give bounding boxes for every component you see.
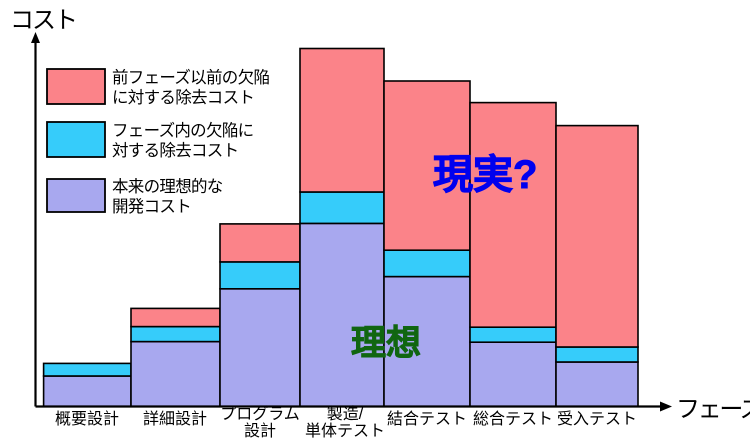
svg-text:結合テスト: 結合テスト xyxy=(387,410,467,428)
svg-text:設計: 設計 xyxy=(244,422,276,440)
svg-text:概要設計: 概要設計 xyxy=(55,410,119,428)
svg-text:プログラム: プログラム xyxy=(220,405,300,423)
svg-text:単体テスト: 単体テスト xyxy=(305,422,385,440)
svg-text:理想: 理想 xyxy=(351,324,421,363)
svg-text:前フェーズ以前の欠陥: 前フェーズ以前の欠陥 xyxy=(112,68,269,87)
svg-text:コスト: コスト xyxy=(10,7,76,34)
svg-text:受入テスト: 受入テスト xyxy=(557,410,637,428)
svg-text:フェーズ: フェーズ xyxy=(676,396,750,423)
svg-text:総合テスト: 総合テスト xyxy=(473,410,553,428)
svg-text:現実?: 現実? xyxy=(433,153,537,197)
svg-text:対する除去コスト: 対する除去コスト xyxy=(112,141,238,160)
svg-text:フェーズ内の欠陥に: フェーズ内の欠陥に xyxy=(112,121,253,140)
svg-text:に対する除去コスト: に対する除去コスト xyxy=(112,88,254,107)
svg-text:開発コスト: 開発コスト xyxy=(112,197,191,216)
svg-text:製造/: 製造/ xyxy=(327,405,364,423)
svg-text:詳細設計: 詳細設計 xyxy=(143,410,207,428)
svg-text:本来の理想的な: 本来の理想的な xyxy=(112,177,223,196)
